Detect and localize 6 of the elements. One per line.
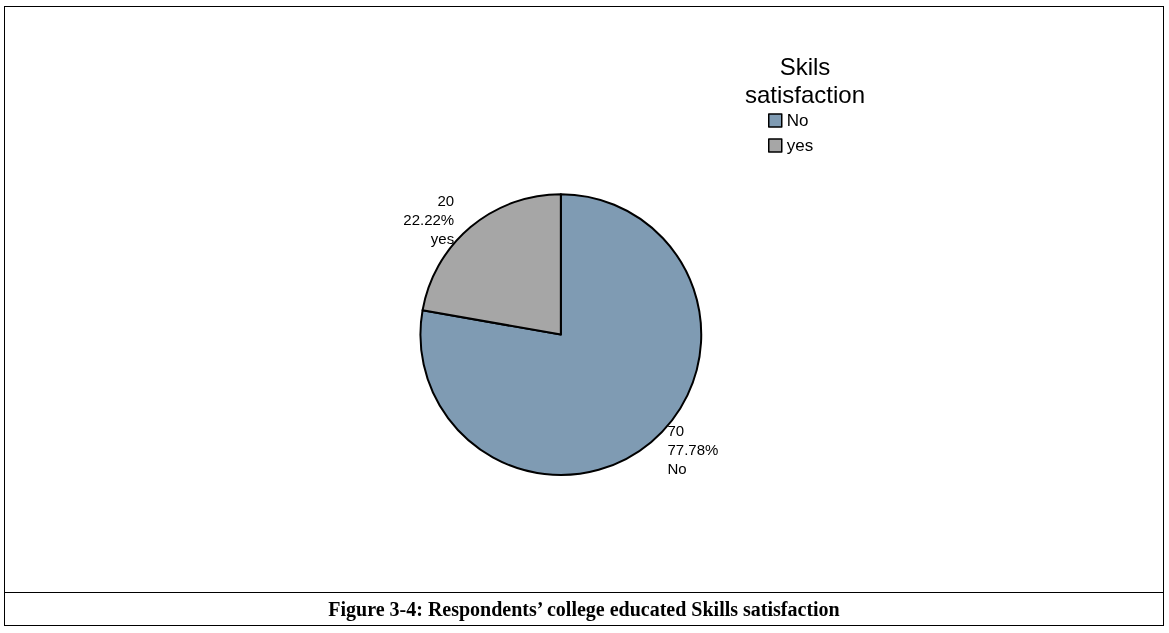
legend-label: yes [786,136,814,155]
legend-title: Skils satisfaction [744,52,866,108]
data-label: 70 77.78% No [667,422,719,478]
caption: Figure 3-4: Respondents’ college educated Skills satisfaction [5,592,1163,625]
data-label: 20 22.22% yes [403,191,455,247]
legend-label: No [786,111,809,130]
